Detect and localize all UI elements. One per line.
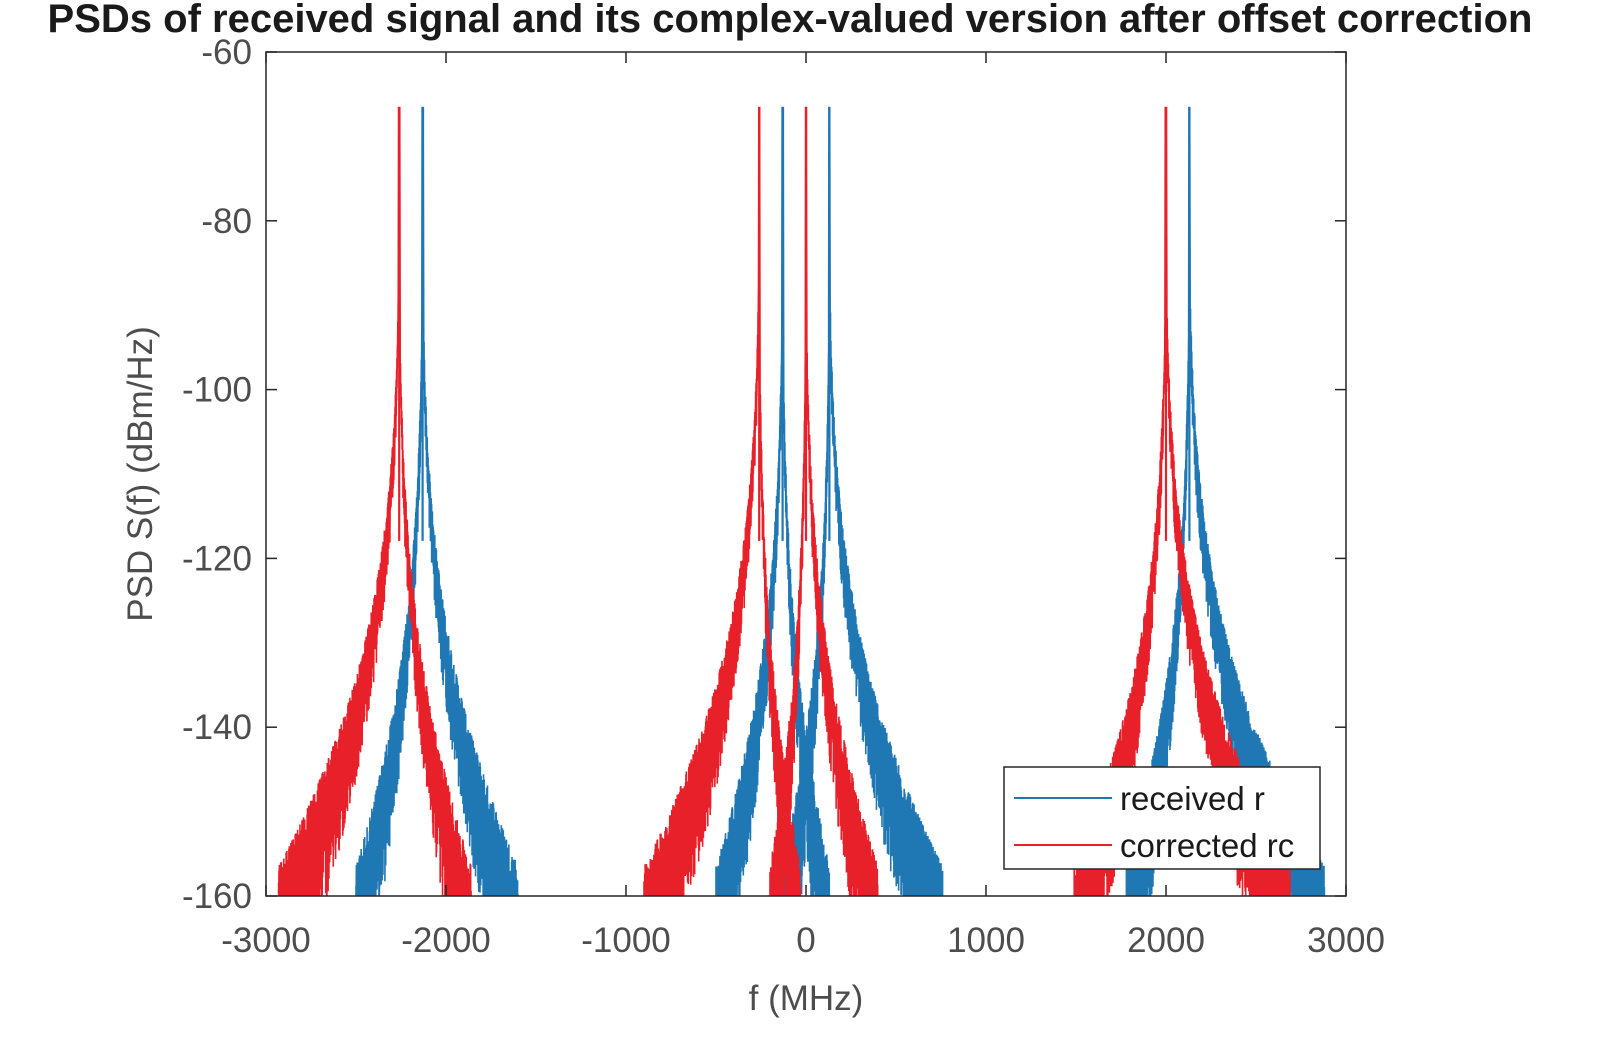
y-tick-label: -60 xyxy=(201,33,252,72)
y-tick-label: -100 xyxy=(182,371,252,410)
x-axis-label: f (MHz) xyxy=(749,979,864,1018)
y-tick-label: -140 xyxy=(182,708,252,747)
y-tick-label: -120 xyxy=(182,539,252,578)
spectral-peak xyxy=(355,106,519,896)
series-corrected xyxy=(277,106,1291,896)
x-tick-label: 2000 xyxy=(1127,921,1205,960)
x-tick-label: 0 xyxy=(796,921,815,960)
legend-label-corrected: corrected rc xyxy=(1120,827,1294,864)
spectral-peak xyxy=(643,106,802,896)
legend: received r corrected rc xyxy=(1003,766,1321,870)
spectral-peak xyxy=(781,106,944,896)
ticks-layer: -3000 -2000 -1000 0 1000 2000 3000 -60 -80 -100 -1… xyxy=(182,33,1385,960)
series-layer xyxy=(277,106,1326,896)
chart-title: PSDs of received signal and its complex-… xyxy=(48,0,1533,41)
legend-label-received: received r xyxy=(1120,780,1265,817)
x-tick-label: 3000 xyxy=(1307,921,1385,960)
x-tick-label: 1000 xyxy=(947,921,1025,960)
spectral-peak xyxy=(715,106,831,896)
x-tick-label: -1000 xyxy=(581,921,671,960)
y-tick-label: -80 xyxy=(201,202,252,241)
plot-area: -3000 -2000 -1000 0 1000 2000 3000 -60 -80 -100 -1… xyxy=(182,33,1385,960)
spectral-peak xyxy=(769,106,879,896)
y-axis-label: PSD S(f) (dBm/Hz) xyxy=(121,326,160,622)
x-tick-label: -2000 xyxy=(401,921,491,960)
spectral-peak xyxy=(277,106,472,896)
y-tick-label: -160 xyxy=(182,877,252,916)
legend-box xyxy=(1003,766,1321,870)
x-tick-label: -3000 xyxy=(221,921,311,960)
